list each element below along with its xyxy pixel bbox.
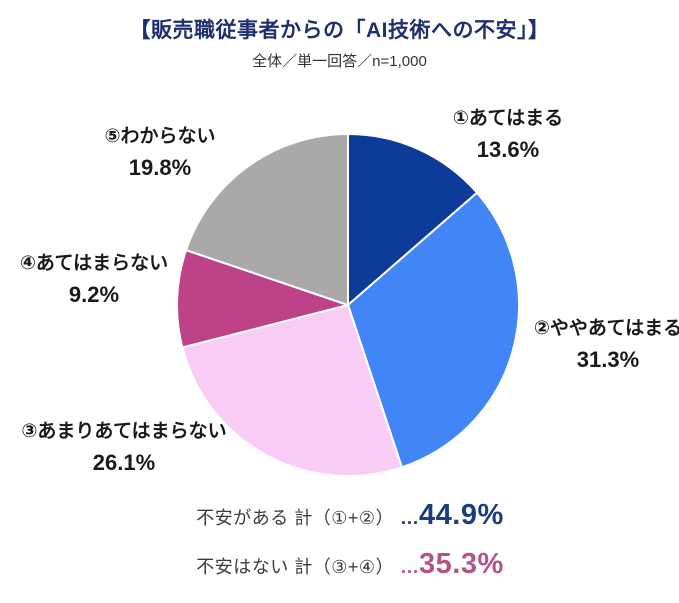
chart-title: 【販売職従事者からの「AI技術への不安」】 <box>129 19 550 42</box>
slice-value-4: 9.2% <box>68 282 120 307</box>
slice-label-5: ⑤わからない 19.8% <box>104 126 215 179</box>
slice-label-3: ③あまりあてはまらない 26.1% <box>21 421 226 474</box>
summary-value-2: 35.3% <box>419 548 504 580</box>
slice-name-1: ①あてはまる <box>452 108 564 129</box>
summary-value-1: 44.9% <box>419 499 504 531</box>
slice-value-3: 26.1% <box>92 450 156 475</box>
slice-name-4: ④あてはまらない <box>19 253 169 274</box>
summary-label-2: 不安はない 計（③+④） <box>196 557 395 577</box>
summary-label-1: 不安がある 計（①+②） <box>196 508 395 528</box>
slice-label-1: ①あてはまる 13.6% <box>453 108 563 161</box>
chart-subtitle: 全体／単一回答／n=1,000 <box>252 53 427 70</box>
slice-label-2: ②ややあてはまる 31.3% <box>534 318 679 371</box>
pie-slice-3 <box>181 304 403 478</box>
summary-ellipsis-1: … <box>400 508 420 529</box>
summary-ellipsis-2: … <box>400 557 420 578</box>
slice-name-5: ⑤わからない <box>104 126 216 147</box>
slice-name-3: ③あまりあてはまらない <box>21 421 227 442</box>
summary-line-1: 不安がある 計（①+②） … 44.9% <box>196 499 504 532</box>
pie-slice-5 <box>185 133 349 306</box>
pie-slice-1 <box>347 133 478 306</box>
slice-value-5: 19.8% <box>128 155 192 180</box>
slice-label-4: ④あてはまらない 9.2% <box>20 253 168 306</box>
pie-slice-4 <box>176 249 349 349</box>
pie-slice-2 <box>347 191 520 469</box>
slice-name-2: ②ややあてはまる <box>533 318 679 339</box>
slice-value-2: 31.3% <box>576 347 640 372</box>
slice-value-1: 13.6% <box>476 137 540 162</box>
summary-line-2: 不安はない 計（③+④） … 35.3% <box>196 548 504 581</box>
